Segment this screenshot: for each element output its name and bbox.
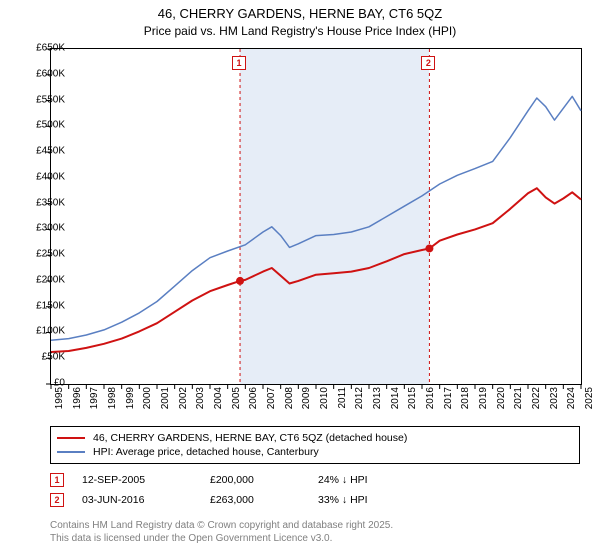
chart-subtitle: Price paid vs. HM Land Registry's House … <box>0 24 600 38</box>
x-tick-label: 2008 <box>284 387 295 417</box>
sales-row: 2 03-JUN-2016 £263,000 33% ↓ HPI <box>50 490 580 510</box>
x-tick-label: 2016 <box>425 387 436 417</box>
sale-marker-icon: 1 <box>50 473 64 487</box>
sale-marker-icon: 2 <box>50 493 64 507</box>
x-tick-label: 2012 <box>354 387 365 417</box>
y-tick-label: £600K <box>15 68 65 79</box>
legend: 46, CHERRY GARDENS, HERNE BAY, CT6 5QZ (… <box>50 426 580 464</box>
y-tick-label: £300K <box>15 223 65 234</box>
y-tick-label: £350K <box>15 197 65 208</box>
footnote: Contains HM Land Registry data © Crown c… <box>50 520 580 545</box>
x-tick-label: 2001 <box>160 387 171 417</box>
y-tick-label: £550K <box>15 94 65 105</box>
sale-delta: 24% ↓ HPI <box>318 474 368 486</box>
x-tick-label: 2020 <box>496 387 507 417</box>
x-tick-label: 2019 <box>478 387 489 417</box>
x-tick-label: 2011 <box>337 387 348 417</box>
y-tick-label: £450K <box>15 146 65 157</box>
sale-price: £263,000 <box>210 494 300 506</box>
x-tick-label: 1997 <box>89 387 100 417</box>
x-tick-label: 2025 <box>584 387 595 417</box>
sale-marker-badge: 1 <box>232 56 246 70</box>
x-tick-label: 2018 <box>460 387 471 417</box>
footnote-line: Contains HM Land Registry data © Crown c… <box>50 520 580 533</box>
x-tick-label: 2017 <box>443 387 454 417</box>
sales-table: 1 12-SEP-2005 £200,000 24% ↓ HPI 2 03-JU… <box>50 470 580 510</box>
x-tick-label: 2010 <box>319 387 330 417</box>
x-tick-label: 2007 <box>266 387 277 417</box>
y-tick-label: £50K <box>15 352 65 363</box>
y-tick-label: £150K <box>15 300 65 311</box>
sale-price: £200,000 <box>210 474 300 486</box>
chart-svg <box>51 49 581 384</box>
x-tick-label: 2024 <box>566 387 577 417</box>
x-tick-label: 2009 <box>301 387 312 417</box>
legend-label-hpi: HPI: Average price, detached house, Cant… <box>93 446 319 458</box>
y-tick-label: £100K <box>15 326 65 337</box>
legend-swatch-property <box>57 437 85 439</box>
sale-marker-badge: 2 <box>421 56 435 70</box>
x-tick-label: 2013 <box>372 387 383 417</box>
footnote-line: This data is licensed under the Open Gov… <box>50 533 580 546</box>
x-tick-label: 2003 <box>195 387 206 417</box>
y-tick-label: £250K <box>15 249 65 260</box>
x-tick-label: 2021 <box>513 387 524 417</box>
x-tick-label: 1995 <box>54 387 65 417</box>
y-tick-label: £200K <box>15 274 65 285</box>
legend-swatch-hpi <box>57 451 85 453</box>
chart-container: 46, CHERRY GARDENS, HERNE BAY, CT6 5QZ P… <box>0 0 600 560</box>
x-tick-label: 2005 <box>231 387 242 417</box>
x-tick-label: 2006 <box>248 387 259 417</box>
y-tick-label: £650K <box>15 43 65 54</box>
legend-label-property: 46, CHERRY GARDENS, HERNE BAY, CT6 5QZ (… <box>93 432 407 444</box>
x-tick-label: 2014 <box>390 387 401 417</box>
sale-date: 12-SEP-2005 <box>82 474 192 486</box>
x-tick-label: 2004 <box>213 387 224 417</box>
plot-area <box>50 48 582 385</box>
x-tick-label: 2002 <box>178 387 189 417</box>
sales-row: 1 12-SEP-2005 £200,000 24% ↓ HPI <box>50 470 580 490</box>
chart-title: 46, CHERRY GARDENS, HERNE BAY, CT6 5QZ <box>0 6 600 21</box>
legend-item-property: 46, CHERRY GARDENS, HERNE BAY, CT6 5QZ (… <box>57 431 573 445</box>
x-tick-label: 1996 <box>72 387 83 417</box>
legend-item-hpi: HPI: Average price, detached house, Cant… <box>57 445 573 459</box>
x-tick-label: 2000 <box>142 387 153 417</box>
y-tick-label: £400K <box>15 171 65 182</box>
y-tick-label: £500K <box>15 120 65 131</box>
x-tick-label: 1998 <box>107 387 118 417</box>
x-tick-label: 2022 <box>531 387 542 417</box>
sale-delta: 33% ↓ HPI <box>318 494 368 506</box>
x-tick-label: 2015 <box>407 387 418 417</box>
x-tick-label: 2023 <box>549 387 560 417</box>
x-tick-label: 1999 <box>125 387 136 417</box>
sale-date: 03-JUN-2016 <box>82 494 192 506</box>
